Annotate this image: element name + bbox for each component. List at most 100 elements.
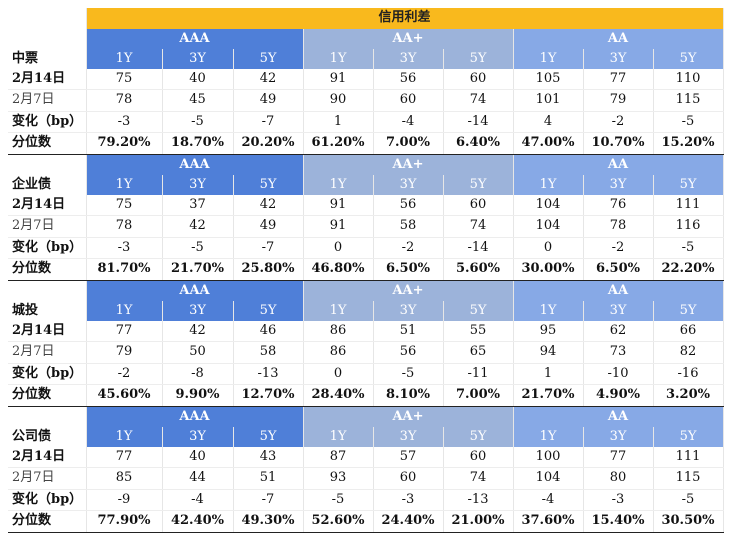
value-cell: 7.00% [443, 384, 514, 407]
grade-header-row: AAA AA+ AA [8, 28, 724, 49]
value-cell: 0 [513, 237, 584, 259]
value-cell: -9 [86, 489, 163, 511]
table-title: 信用利差 [86, 8, 724, 29]
value-cell: 60 [373, 467, 444, 490]
value-cell: 100 [513, 446, 584, 468]
value-cell: 0 [303, 363, 374, 385]
section-name: 城投 [8, 300, 87, 321]
value-cell: 6.50% [583, 258, 654, 281]
section-name: 公司债 [8, 426, 87, 447]
value-cell: 6.50% [373, 258, 444, 281]
value-cell: 30.50% [653, 510, 724, 533]
value-cell: 80 [583, 467, 654, 490]
value-cell: 46 [233, 320, 304, 342]
tenor-header: 3Y [583, 48, 654, 69]
value-cell: 78 [86, 215, 163, 238]
tenor-header: 5Y [233, 426, 304, 447]
value-cell: -7 [233, 237, 304, 259]
value-cell: -3 [86, 237, 163, 259]
value-cell: 52.60% [303, 510, 374, 533]
value-cell: 42.40% [162, 510, 234, 533]
value-cell: 1 [303, 111, 374, 133]
value-cell: 15.20% [653, 132, 724, 155]
value-cell: 24.40% [373, 510, 444, 533]
credit-spread-table: 信用利差 AAA AA+ AA 中票 1Y 3Y 5Y 1Y 3Y 5Y 1Y 3Y 5Y 2月14日 75 4… [8, 8, 724, 533]
value-cell: 74 [443, 215, 514, 238]
row-label: 变化（bp） [8, 363, 87, 385]
table-row-d1: 2月14日 75 37 42 91 56 60 104 76 111 [8, 194, 724, 216]
tenor-header: 3Y [162, 48, 234, 69]
value-cell: 18.70% [162, 132, 234, 155]
value-cell: 95 [513, 320, 584, 342]
value-cell: 104 [513, 467, 584, 490]
value-cell: 60 [443, 446, 514, 468]
value-cell: 111 [653, 446, 724, 468]
table-row-chg: 变化（bp） -9 -4 -7 -5 -3 -13 -4 -3 -5 [8, 489, 724, 511]
row-label: 2月7日 [8, 89, 87, 112]
tenor-header: 1Y [303, 426, 374, 447]
tenor-header: 5Y [653, 174, 724, 195]
value-cell: -10 [583, 363, 654, 385]
tenor-header: 3Y [583, 300, 654, 321]
value-cell: 75 [86, 68, 163, 90]
value-cell: 104 [513, 194, 584, 216]
row-label: 分位数 [8, 384, 87, 407]
section-blank-cell [8, 406, 87, 427]
value-cell: -8 [162, 363, 234, 385]
tenor-header: 5Y [443, 426, 514, 447]
row-label: 分位数 [8, 510, 87, 533]
value-cell: 56 [373, 341, 444, 364]
tenor-header: 3Y [373, 300, 444, 321]
value-cell: -5 [653, 489, 724, 511]
tenor-row: 中票 1Y 3Y 5Y 1Y 3Y 5Y 1Y 3Y 5Y [8, 48, 724, 69]
value-cell: 56 [373, 194, 444, 216]
value-cell: 37.60% [513, 510, 584, 533]
value-cell: 82 [653, 341, 724, 364]
tenor-header: 5Y [653, 300, 724, 321]
grade-header-row: AAA AA+ AA [8, 406, 724, 427]
value-cell: 30.00% [513, 258, 584, 281]
value-cell: -7 [233, 111, 304, 133]
grade-header-aa-plus: AA+ [303, 280, 514, 301]
tenor-header: 3Y [583, 174, 654, 195]
value-cell: -5 [653, 237, 724, 259]
value-cell: 6.40% [443, 132, 514, 155]
tenor-header: 3Y [162, 174, 234, 195]
tenor-header: 5Y [233, 300, 304, 321]
tenor-header: 1Y [86, 426, 163, 447]
value-cell: 15.40% [583, 510, 654, 533]
table-row-d1: 2月14日 75 40 42 91 56 60 105 77 110 [8, 68, 724, 90]
value-cell: 81.70% [86, 258, 163, 281]
value-cell: 47.00% [513, 132, 584, 155]
tenor-header: 1Y [513, 48, 584, 69]
value-cell: 50 [162, 341, 234, 364]
value-cell: -4 [513, 489, 584, 511]
value-cell: -5 [373, 363, 444, 385]
value-cell: -3 [86, 111, 163, 133]
value-cell: -5 [303, 489, 374, 511]
value-cell: 7.00% [373, 132, 444, 155]
value-cell: 77 [86, 320, 163, 342]
value-cell: 40 [162, 446, 234, 468]
tenor-header: 1Y [303, 48, 374, 69]
section-name: 企业债 [8, 174, 87, 195]
tenor-header: 5Y [233, 48, 304, 69]
value-cell: 12.70% [233, 384, 304, 407]
value-cell: 73 [583, 341, 654, 364]
tenor-header: 1Y [86, 300, 163, 321]
row-label: 2月14日 [8, 320, 87, 342]
tenor-header: 5Y [443, 48, 514, 69]
row-label: 变化（bp） [8, 111, 87, 133]
tenor-header: 1Y [303, 300, 374, 321]
tenor-header: 3Y [162, 426, 234, 447]
value-cell: -3 [373, 489, 444, 511]
tenor-header: 5Y [653, 48, 724, 69]
value-cell: 51 [233, 467, 304, 490]
tenor-header: 1Y [513, 300, 584, 321]
grade-header-aa-plus: AA+ [303, 406, 514, 427]
value-cell: 44 [162, 467, 234, 490]
value-cell: 21.70% [162, 258, 234, 281]
tenor-header: 5Y [443, 174, 514, 195]
value-cell: -4 [373, 111, 444, 133]
